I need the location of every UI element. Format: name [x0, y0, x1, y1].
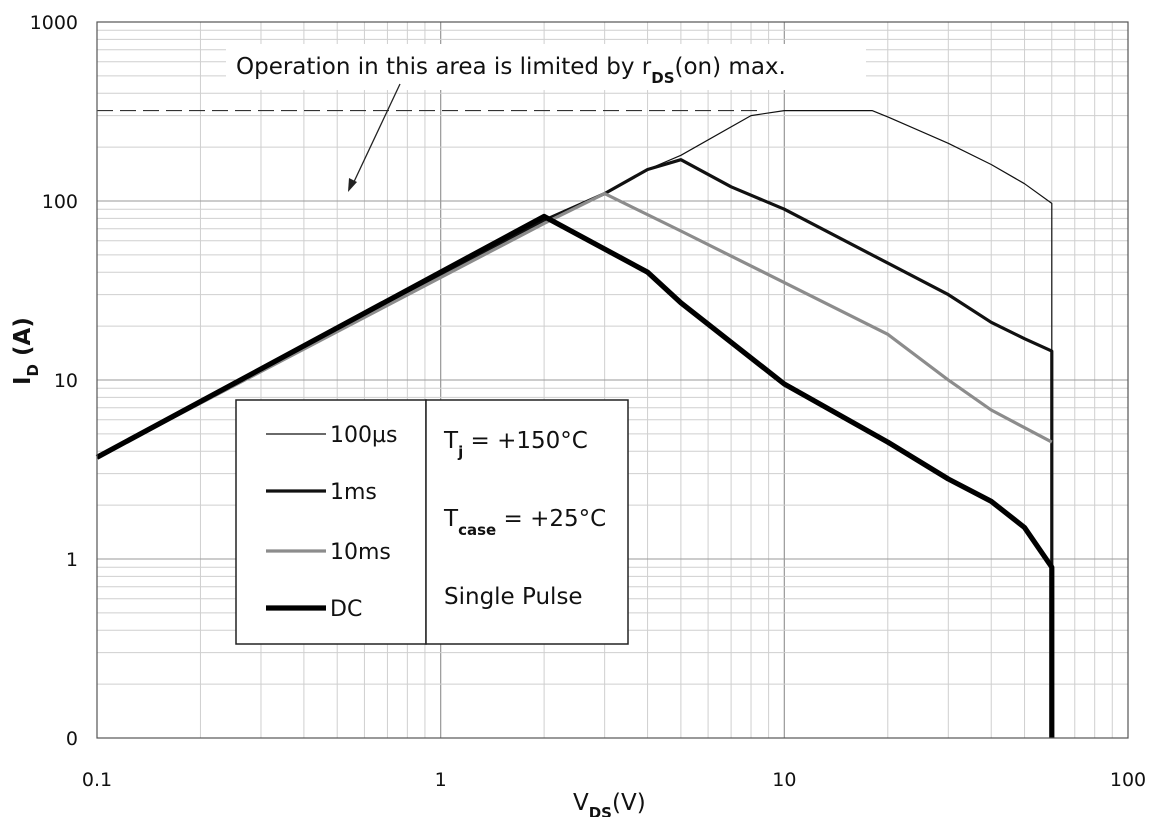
condition-pulse: Single Pulse — [444, 584, 583, 610]
y-tick-labels: 0 1 10 100 1000 — [30, 12, 78, 750]
y-tick-label: 0 — [66, 728, 78, 750]
x-tick-labels: 0.1 1 10 100 — [82, 769, 1146, 791]
conditions-box — [425, 399, 629, 645]
series-group — [95, 110, 1055, 738]
legend-label: 1ms — [330, 480, 377, 505]
legend-label: 10ms — [330, 540, 391, 565]
plot-frame — [96, 21, 1129, 739]
legend-label: DC — [330, 597, 362, 622]
x-tick-label: 0.1 — [82, 769, 112, 791]
legend: 100µs 1ms 10ms DC — [266, 423, 397, 622]
legend-box — [235, 399, 427, 645]
series-line-10ms — [96, 192, 1053, 459]
y-axis-label: ID (A) — [10, 317, 42, 385]
series-line-dc — [95, 213, 1055, 738]
legend-label: 100µs — [330, 423, 397, 448]
annotation-arrow-head — [348, 178, 357, 192]
condition-tcase: Tcase = +25°C — [443, 506, 606, 539]
x-tick-label: 1 — [435, 769, 447, 791]
annotation-text: Operation in this area is limited by rDS… — [236, 54, 786, 87]
x-tick-label: 100 — [1110, 769, 1146, 791]
y-tick-label: 1000 — [30, 12, 78, 34]
annotation-background — [226, 44, 866, 90]
x-axis-label: VDS(V) — [573, 790, 646, 817]
x-tick-label: 10 — [772, 769, 796, 791]
y-tick-label: 100 — [42, 191, 78, 213]
condition-tj: Tj = +150°C — [443, 428, 588, 461]
annotation-arrow-line — [351, 83, 401, 187]
y-tick-label: 10 — [54, 370, 78, 392]
y-tick-label: 1 — [66, 549, 78, 571]
